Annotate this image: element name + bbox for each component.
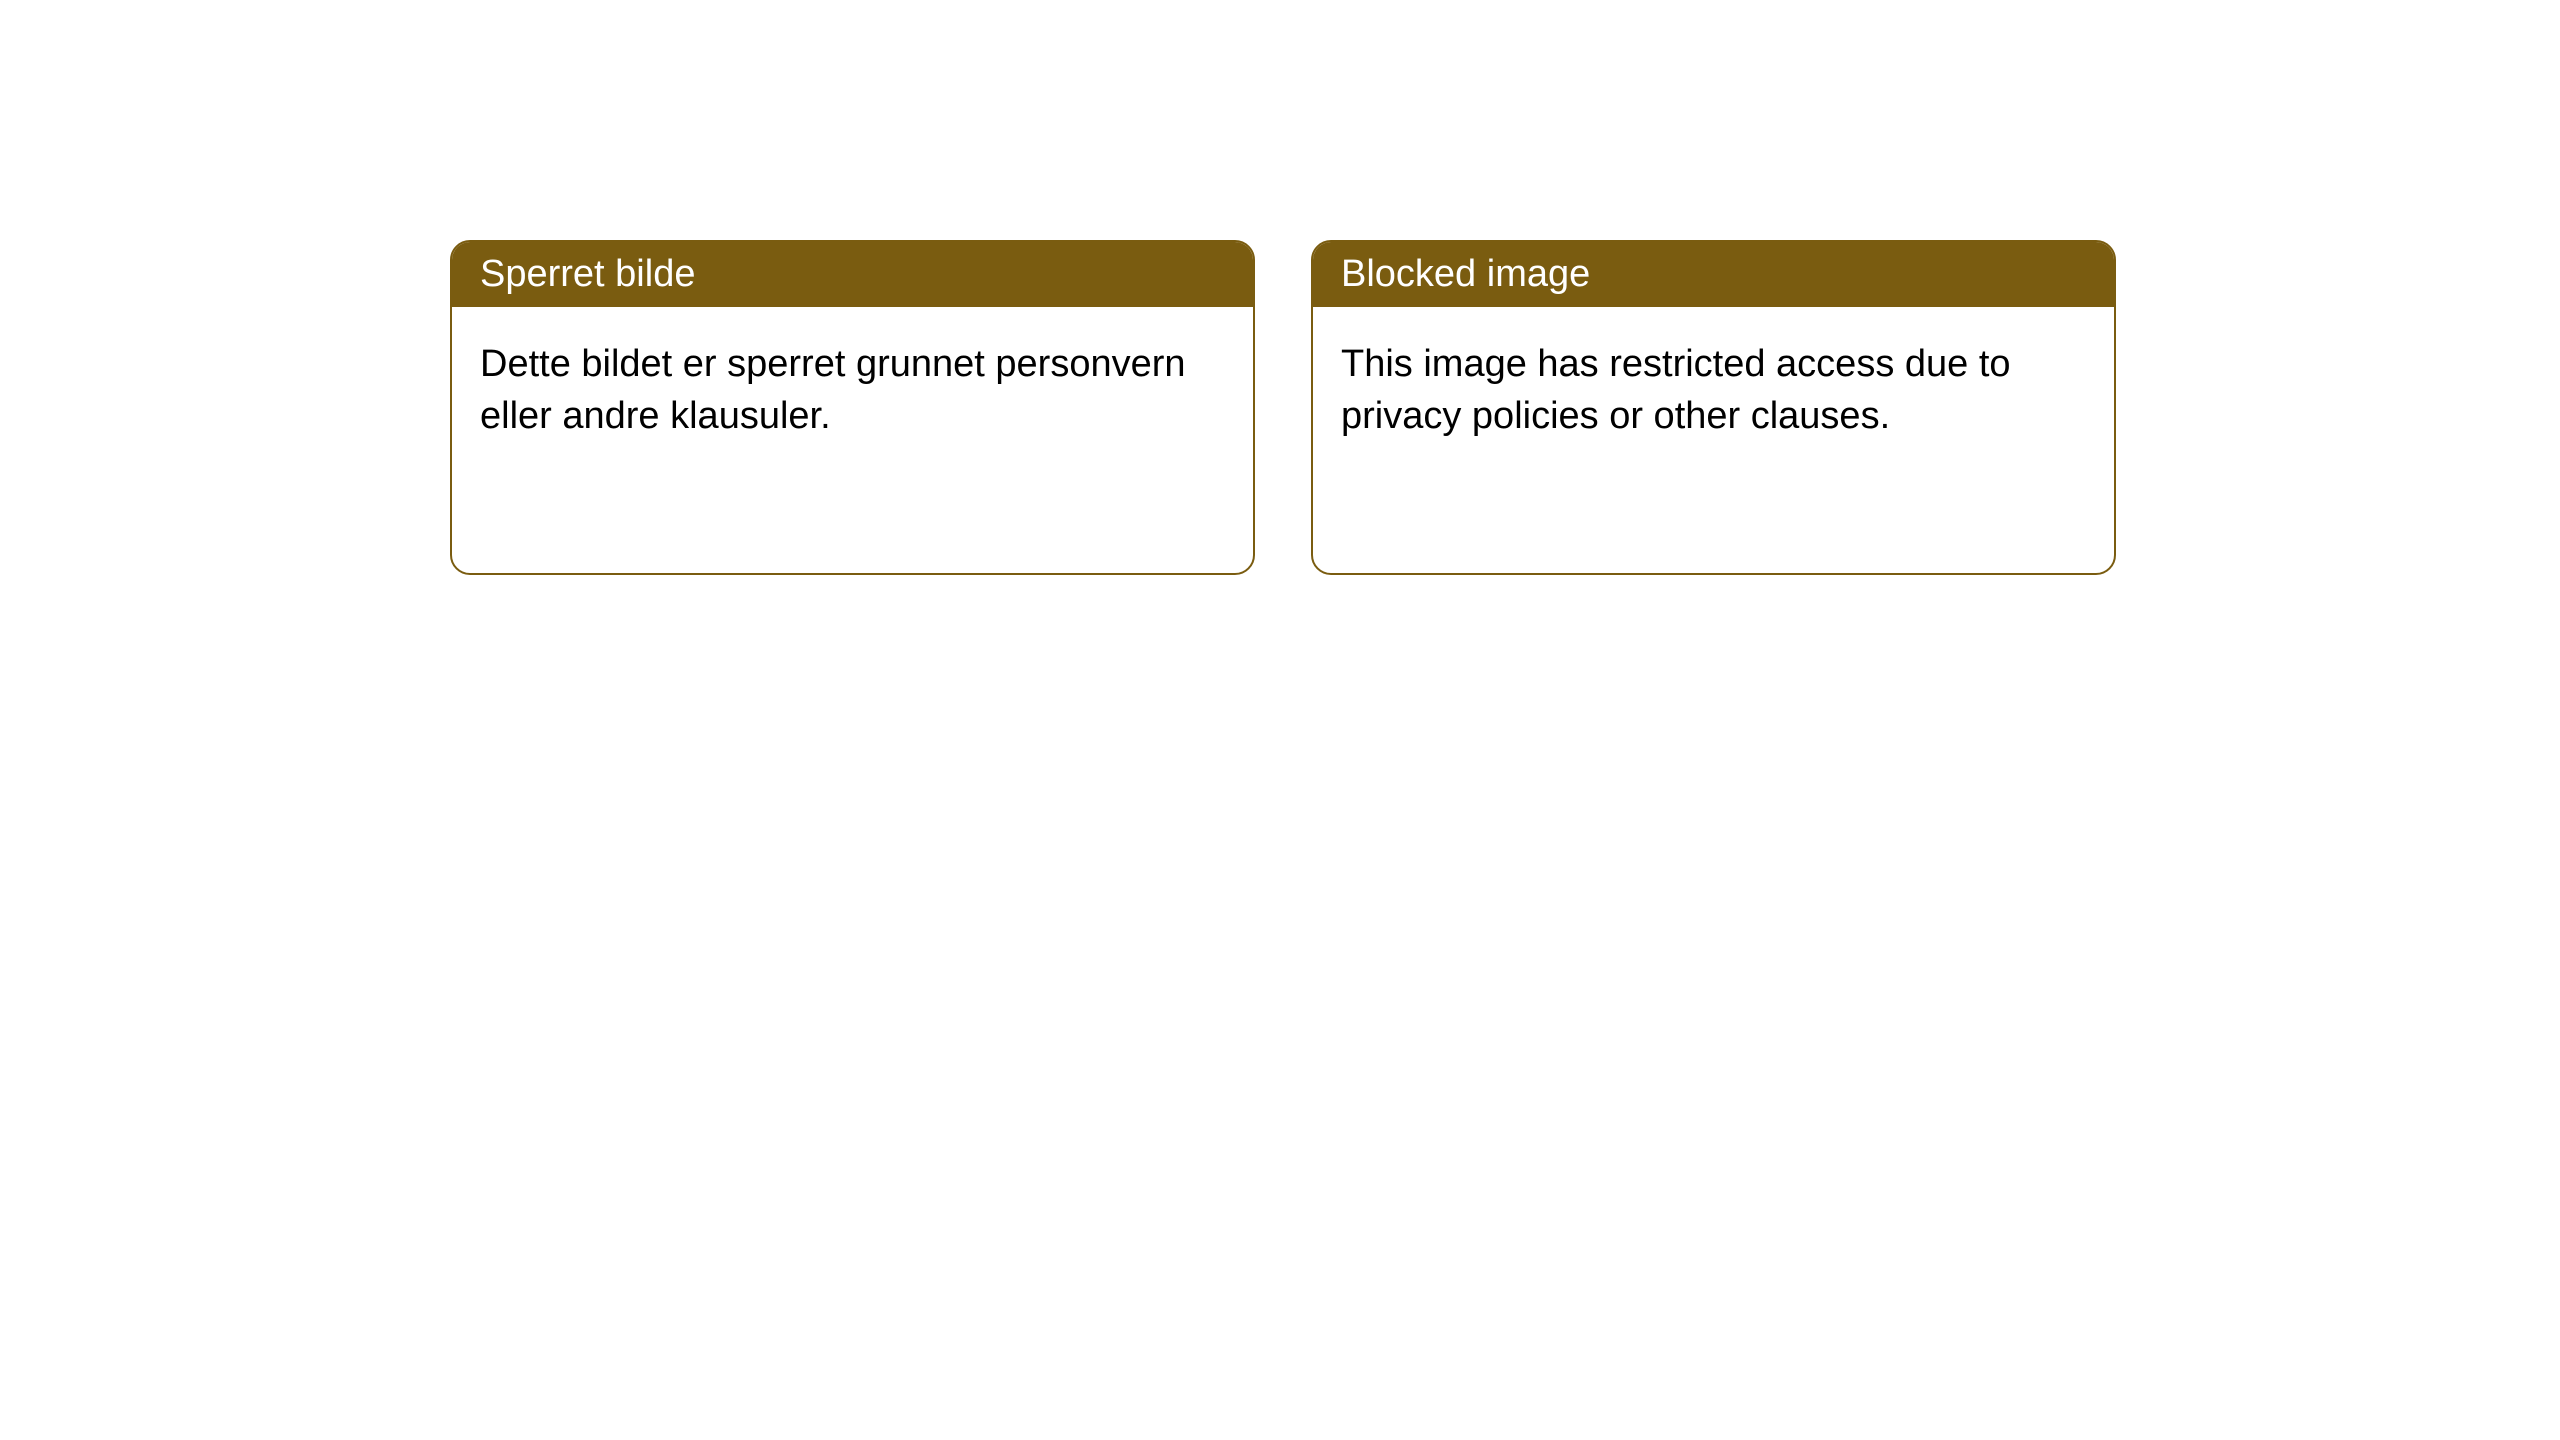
card-body: This image has restricted access due to … <box>1313 307 2114 474</box>
blocked-image-card-no: Sperret bilde Dette bildet er sperret gr… <box>450 240 1255 575</box>
card-header: Sperret bilde <box>452 242 1253 307</box>
card-header: Blocked image <box>1313 242 2114 307</box>
card-body: Dette bildet er sperret grunnet personve… <box>452 307 1253 474</box>
card-container: Sperret bilde Dette bildet er sperret gr… <box>0 0 2560 575</box>
blocked-image-card-en: Blocked image This image has restricted … <box>1311 240 2116 575</box>
